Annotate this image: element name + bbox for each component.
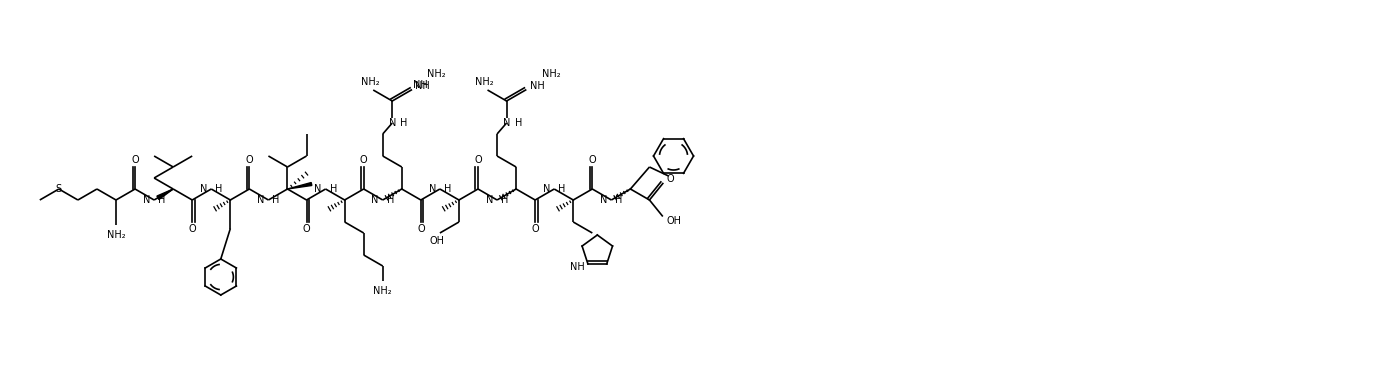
Text: H: H — [558, 184, 566, 194]
Text: OH: OH — [429, 236, 445, 246]
Text: NH: NH — [530, 81, 545, 91]
Text: NH: NH — [570, 262, 584, 272]
Text: S: S — [56, 184, 61, 194]
Text: O: O — [131, 155, 139, 165]
Text: O: O — [245, 155, 254, 165]
Text: N: N — [599, 195, 608, 205]
Text: N: N — [389, 118, 396, 128]
Polygon shape — [287, 182, 312, 189]
Text: H: H — [514, 118, 521, 128]
Text: NH₂: NH₂ — [107, 230, 125, 240]
Text: N: N — [503, 118, 510, 128]
Text: O: O — [417, 224, 425, 234]
Text: N: N — [142, 195, 151, 205]
Text: H: H — [272, 195, 280, 205]
Text: H: H — [400, 118, 407, 128]
Text: N: N — [199, 184, 208, 194]
Text: H: H — [615, 195, 623, 205]
Text: H: H — [215, 184, 223, 194]
Text: H: H — [443, 184, 452, 194]
Text: O: O — [188, 224, 197, 234]
Text: O: O — [474, 155, 482, 165]
Text: N: N — [371, 195, 379, 205]
Text: N: N — [256, 195, 265, 205]
Text: N: N — [485, 195, 493, 205]
Polygon shape — [158, 189, 173, 200]
Text: NH₂: NH₂ — [428, 69, 446, 79]
Text: O: O — [666, 174, 675, 184]
Text: O: O — [588, 155, 597, 165]
Text: O: O — [531, 224, 539, 234]
Text: NH: NH — [415, 81, 431, 91]
Text: NH₂: NH₂ — [374, 287, 392, 296]
Text: NH₂: NH₂ — [475, 77, 493, 87]
Text: O: O — [360, 155, 368, 165]
Text: H: H — [500, 195, 509, 205]
Text: H: H — [158, 195, 166, 205]
Text: N: N — [428, 184, 436, 194]
Text: O: O — [302, 224, 311, 234]
Text: H: H — [386, 195, 395, 205]
Text: NH: NH — [413, 80, 428, 90]
Text: NH₂: NH₂ — [542, 69, 560, 79]
Text: H: H — [329, 184, 337, 194]
Text: OH: OH — [666, 215, 682, 225]
Text: N: N — [542, 184, 551, 194]
Text: N: N — [314, 184, 322, 194]
Text: NH₂: NH₂ — [361, 77, 379, 87]
